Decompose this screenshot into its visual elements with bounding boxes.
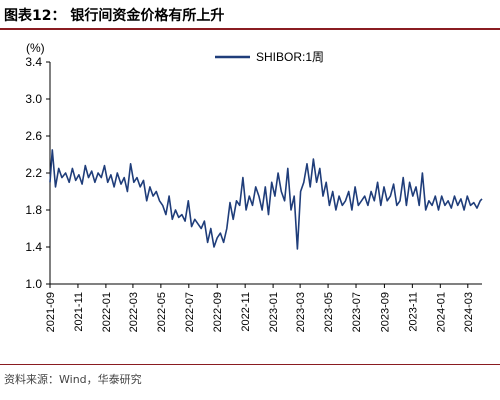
- header-divider: [0, 28, 500, 30]
- x-tick-label: 2023-09: [379, 292, 391, 332]
- x-tick-label: 2021-09: [45, 292, 57, 332]
- x-tick-label: 2023-11: [407, 292, 419, 332]
- source-note: 资料来源：Wind，华泰研究: [4, 373, 142, 386]
- series-line-shibor-1w: [49, 149, 483, 250]
- y-tick-label: 3.4: [25, 55, 42, 69]
- x-tick-label: 2022-01: [101, 292, 113, 332]
- x-tick-label: 2023-01: [268, 292, 280, 332]
- x-tick-label: 2022-11: [240, 292, 252, 332]
- x-tick-label: 2022-07: [184, 292, 196, 332]
- legend-label: SHIBOR:1周: [256, 50, 324, 64]
- y-tick-label: 1.4: [25, 240, 42, 254]
- x-tick-label: 2024-03: [463, 292, 475, 332]
- plot-area: [49, 149, 483, 250]
- y-tick-label: 2.2: [25, 166, 42, 180]
- x-tick-label: 2022-03: [128, 292, 140, 332]
- x-axis: 2021-09 2021-11 2022-01 2022-03 2022-05 2022-…: [45, 283, 482, 332]
- y-tick-label: 3.0: [25, 92, 42, 106]
- y-tick-label: 1.8: [25, 203, 42, 217]
- y-tick-label: 1.0: [25, 277, 42, 291]
- y-axis-unit: (%): [26, 41, 45, 55]
- figure-header: 图表12： 银行间资金价格有所上升: [0, 0, 500, 30]
- x-tick-label: 2022-09: [212, 292, 224, 332]
- x-tick-label: 2023-05: [323, 292, 335, 332]
- x-tick-label: 2024-01: [435, 292, 447, 332]
- legend: SHIBOR:1周: [215, 50, 324, 64]
- x-tick-label: 2022-05: [156, 292, 168, 332]
- y-tick-label: 2.6: [25, 129, 42, 143]
- line-chart: 1.01.41.82.22.63.03.4(%) 2021-09 2021-11 2…: [25, 41, 483, 332]
- footer-divider: [0, 364, 500, 365]
- y-axis: 1.0 1.4 1.8 2.2 2.6 3.0 3.4(%): [25, 41, 51, 291]
- x-tick-label: 2021-11: [73, 292, 85, 332]
- x-tick-label: 2023-03: [295, 292, 307, 332]
- x-tick-label: 2023-07: [351, 292, 363, 332]
- figure-title: 图表12： 银行间资金价格有所上升: [4, 8, 225, 24]
